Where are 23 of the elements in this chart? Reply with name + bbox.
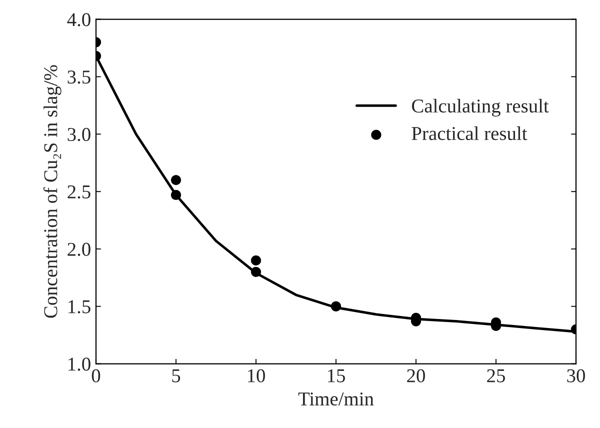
x-tick-label: 25 — [487, 369, 505, 382]
x-tick-label: 30 — [567, 369, 585, 382]
y-tick-label: 1.5 — [68, 300, 90, 314]
y-tick-label: 4.0 — [67, 13, 90, 26]
x-tick-label: 5 — [172, 369, 180, 382]
x-tick-label: 10 — [248, 369, 265, 382]
y-tick-label: 1.0 — [68, 358, 90, 371]
x-axis-title: Time/min — [298, 392, 374, 406]
y-tick-label: 3.0 — [68, 128, 90, 142]
point — [250, 266, 262, 278]
point — [170, 190, 182, 200]
y-tick-label: 3.5 — [68, 70, 90, 84]
point — [170, 174, 182, 186]
legend-label: Practical result — [412, 126, 528, 140]
y-tick-label: 2.5 — [68, 185, 90, 199]
point — [250, 255, 262, 266]
x-tick-label: 20 — [407, 369, 425, 382]
point — [330, 301, 342, 312]
legend-label: Calculating result — [412, 98, 549, 117]
y-tick-label: 2.0 — [68, 242, 90, 256]
x-tick-label: 0 — [92, 369, 100, 382]
x-tick-label: 15 — [328, 369, 345, 382]
y-axis-title: Concentration of Cu₂S in slag/% — [43, 65, 62, 318]
